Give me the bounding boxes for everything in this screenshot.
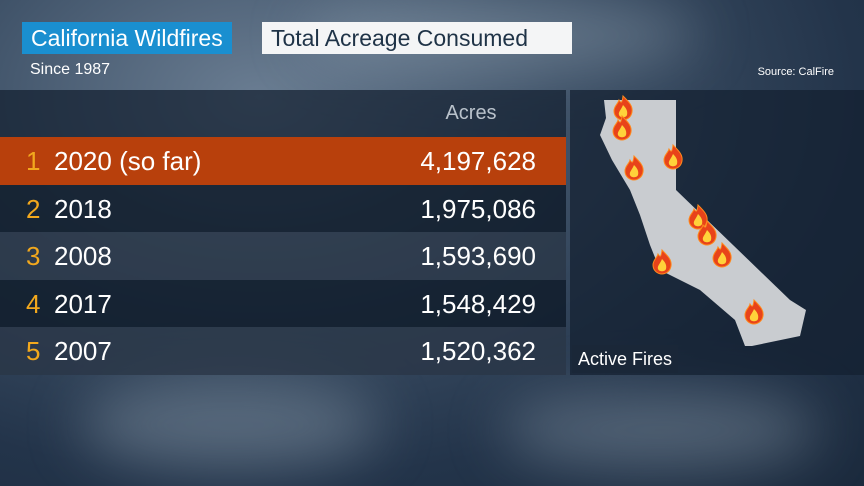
flame-part [702,230,712,243]
map-label: Active Fires [572,345,679,373]
flame-icon [744,298,764,325]
flame-part [693,214,703,227]
year: 2020 (so far) [54,146,202,176]
title: California Wildfires [22,22,232,54]
flame-icon [652,248,672,275]
flame-icon [663,143,683,170]
flame-icon [697,219,717,246]
rank: 2 [26,193,41,224]
acres: 1,520,362 [420,336,536,367]
map [600,94,806,346]
rank: 1 [26,146,41,176]
rank: 5 [26,336,41,367]
map-panel [570,90,864,375]
flame-part [617,125,627,138]
year: 2007 [54,336,112,367]
table: Acres 1 2020 (so far) 4,197,628 2 2018 1,975,… [0,90,566,375]
flame-icon [624,154,644,181]
year: 2018 [54,193,112,224]
column-header: Acres [445,102,497,124]
table-row: 3 2008 1,593,690 [0,232,566,280]
flame-part [618,105,628,118]
flames [612,94,764,325]
subtitle: Total Acreage Consumed [262,22,572,54]
flame-icon [613,94,633,121]
flame-part [749,309,759,322]
flame-icon [688,203,708,230]
cloud [500,390,820,470]
flame-part [668,154,678,167]
table-row: 4 2017 1,548,429 [0,279,566,328]
table-row: 5 2007 1,520,362 [0,327,566,375]
flame-part [657,259,667,272]
source: Source: CalFire [757,66,834,78]
acres: 1,548,429 [420,288,536,319]
year: 2008 [54,241,112,272]
rank: 4 [26,288,41,319]
acres: 1,593,690 [420,241,536,272]
year: 2017 [54,288,112,319]
table-row: 2 2018 1,975,086 [0,184,566,233]
acres: 4,197,628 [420,146,536,176]
flame-part [629,165,639,178]
flame-part [717,252,727,265]
table-row: 1 2020 (so far) 4,197,628 [0,137,566,185]
cloud [80,380,380,470]
flame-icon [612,114,632,141]
since: Since 1987 [30,61,111,78]
rank: 3 [26,241,41,272]
flame-icon [712,241,732,268]
acres: 1,975,086 [420,193,536,224]
